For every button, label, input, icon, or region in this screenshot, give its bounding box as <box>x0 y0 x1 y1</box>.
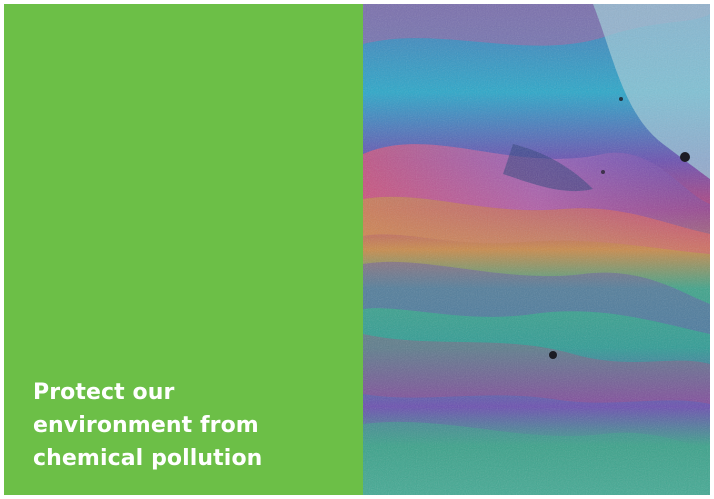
dark-spot <box>549 351 557 359</box>
oil-sheen-image <box>363 4 710 495</box>
green-panel: Protect our environment from chemical po… <box>4 4 363 495</box>
oil-sheen-illustration <box>363 4 710 495</box>
dark-spot <box>680 152 690 162</box>
headline: Protect our environment from chemical po… <box>33 380 263 471</box>
promo-card: Protect our environment from chemical po… <box>4 4 710 495</box>
